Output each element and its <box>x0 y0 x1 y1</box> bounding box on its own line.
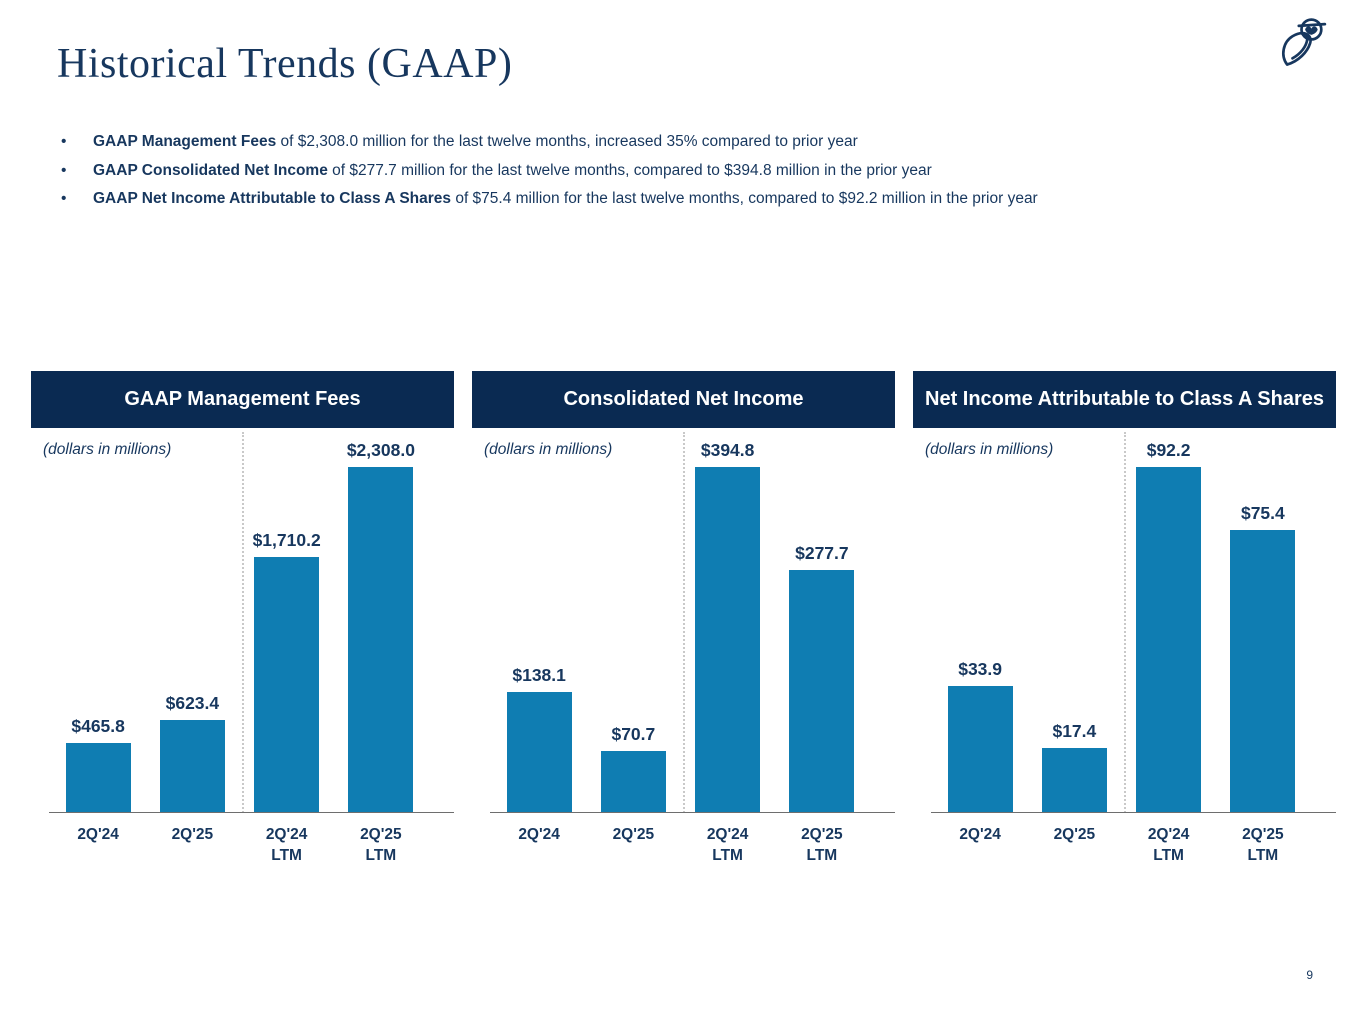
x-axis-label: 2Q'24 <box>518 826 560 843</box>
bar-slot: $138.1 <box>492 428 586 813</box>
ltm-divider-line <box>682 432 685 813</box>
x-axis-labels: 2Q'24 2Q'25 2Q'24 LTM 2Q'25 LTM <box>51 824 428 866</box>
bullet-text: of $277.7 million for the last twelve mo… <box>327 161 932 179</box>
chart-subtitle: (dollars in millions) <box>43 441 172 458</box>
bar <box>348 467 414 813</box>
bar <box>159 720 225 813</box>
chart-panel-management-fees: GAAP Management Fees (dollars in million… <box>31 371 454 866</box>
bar-value-label: $465.8 <box>71 716 125 736</box>
bar-slot: $33.9 <box>933 428 1027 813</box>
bar-value-label: $70.7 <box>611 724 656 744</box>
bullet-list: • GAAP Management Fees of $2,308.0 milli… <box>57 128 1038 214</box>
bullet-item: • GAAP Consolidated Net Income of $277.7… <box>57 157 1038 186</box>
page-number: 9 <box>1306 968 1313 982</box>
bar <box>600 751 666 813</box>
x-axis-label: 2Q'24 LTM <box>265 826 308 864</box>
bar-value-label: $92.2 <box>1146 440 1191 460</box>
x-axis-labels: 2Q'24 2Q'25 2Q'24 LTM 2Q'25 LTM <box>933 824 1310 866</box>
bar-slot: $623.4 <box>145 428 239 813</box>
x-axis-labels: 2Q'24 2Q'25 2Q'24 LTM 2Q'25 LTM <box>492 824 869 866</box>
bars-container: $33.9 $17.4 $92.2 $75.4 <box>933 428 1310 813</box>
bullet-text: of $2,308.0 million for the last twelve … <box>276 133 858 150</box>
bar-slot: $70.7 <box>586 428 680 813</box>
bar <box>65 743 131 813</box>
x-axis-label: 2Q'24 LTM <box>706 826 749 864</box>
x-axis-label: 2Q'25 <box>612 826 655 843</box>
ltm-divider-line <box>241 432 244 813</box>
bar <box>695 467 761 813</box>
bar-slot: $92.2 <box>1122 428 1216 813</box>
bar <box>1041 748 1107 813</box>
bar-slot: $277.7 <box>775 428 869 813</box>
bar-slot: $75.4 <box>1216 428 1310 813</box>
bar-value-label: $394.8 <box>700 440 755 460</box>
bar <box>506 692 572 813</box>
x-axis-label: 2Q'24 LTM <box>1147 826 1190 864</box>
chart-title: Consolidated Net Income <box>472 371 895 428</box>
bullet-item: • GAAP Management Fees of $2,308.0 milli… <box>57 128 1038 157</box>
bullet-text: of $75.4 million for the last twelve mon… <box>451 190 1038 207</box>
chart-subtitle: (dollars in millions) <box>925 441 1054 458</box>
bar-value-label: $2,308.0 <box>346 440 415 460</box>
x-axis-label: 2Q'25 <box>1053 826 1096 843</box>
page-title: Historical Trends (GAAP) <box>57 41 513 87</box>
chart-panel-net-income-class-a: Net Income Attributable to Class A Share… <box>913 371 1336 866</box>
x-axis-line <box>931 812 1336 813</box>
bar-value-label: $75.4 <box>1240 503 1285 523</box>
x-axis-label: 2Q'25 LTM <box>1242 826 1284 864</box>
owl-logo-icon <box>1282 18 1327 66</box>
bullet-dot-icon: • <box>61 133 67 150</box>
bullet-dot-icon: • <box>61 161 67 179</box>
x-axis-label: 2Q'24 <box>959 826 1001 843</box>
ltm-divider-line <box>1123 432 1126 813</box>
chart-title: GAAP Management Fees <box>31 371 454 428</box>
chart-plot-area: (dollars in millions) $33.9 $17.4 $92.2 $75… <box>913 428 1336 813</box>
bar <box>947 686 1013 813</box>
bar-slot: $2,308.0 <box>334 428 428 813</box>
bar-value-label: $277.7 <box>795 543 849 563</box>
charts-row: GAAP Management Fees (dollars in million… <box>31 371 1336 866</box>
x-axis-label: 2Q'25 LTM <box>801 826 843 864</box>
bar-value-label: $1,710.2 <box>252 530 321 550</box>
bars-container: $465.8 $623.4 $1,710.2 $2,308.0 <box>51 428 428 813</box>
bar <box>789 570 855 813</box>
bullet-item: • GAAP Net Income Attributable to Class … <box>57 185 1038 214</box>
bar-value-label: $17.4 <box>1052 721 1097 741</box>
x-axis-label: 2Q'25 <box>171 826 214 843</box>
bar-slot: $394.8 <box>681 428 775 813</box>
bar-value-label: $33.9 <box>958 659 1003 679</box>
x-axis-label: 2Q'25 LTM <box>360 826 402 864</box>
bar-slot: $1,710.2 <box>240 428 334 813</box>
bullet-lead: GAAP Management Fees <box>93 133 277 150</box>
bar <box>1136 467 1202 813</box>
x-axis-line <box>490 812 895 813</box>
bar-value-label: $138.1 <box>512 665 566 685</box>
bar <box>1230 530 1296 813</box>
bars-container: $138.1 $70.7 $394.8 $277.7 <box>492 428 869 813</box>
chart-panel-consolidated-net-income: Consolidated Net Income (dollars in mill… <box>472 371 895 866</box>
chart-title: Net Income Attributable to Class A Share… <box>913 371 1336 428</box>
bar-slot: $465.8 <box>51 428 145 813</box>
bar <box>254 557 320 813</box>
bullet-lead: GAAP Consolidated Net Income <box>93 161 328 179</box>
bar-slot: $17.4 <box>1027 428 1121 813</box>
bar-value-label: $623.4 <box>165 693 220 713</box>
chart-plot-area: (dollars in millions) $138.1 $70.7 $394.8 $… <box>472 428 895 813</box>
bullet-dot-icon: • <box>61 190 67 207</box>
x-axis-label: 2Q'24 <box>77 826 119 843</box>
x-axis-line <box>49 812 454 813</box>
chart-plot-area: (dollars in millions) $465.8 $623.4 $1,710… <box>31 428 454 813</box>
bullet-lead: GAAP Net Income Attributable to Class A … <box>93 190 452 207</box>
chart-subtitle: (dollars in millions) <box>484 441 613 458</box>
